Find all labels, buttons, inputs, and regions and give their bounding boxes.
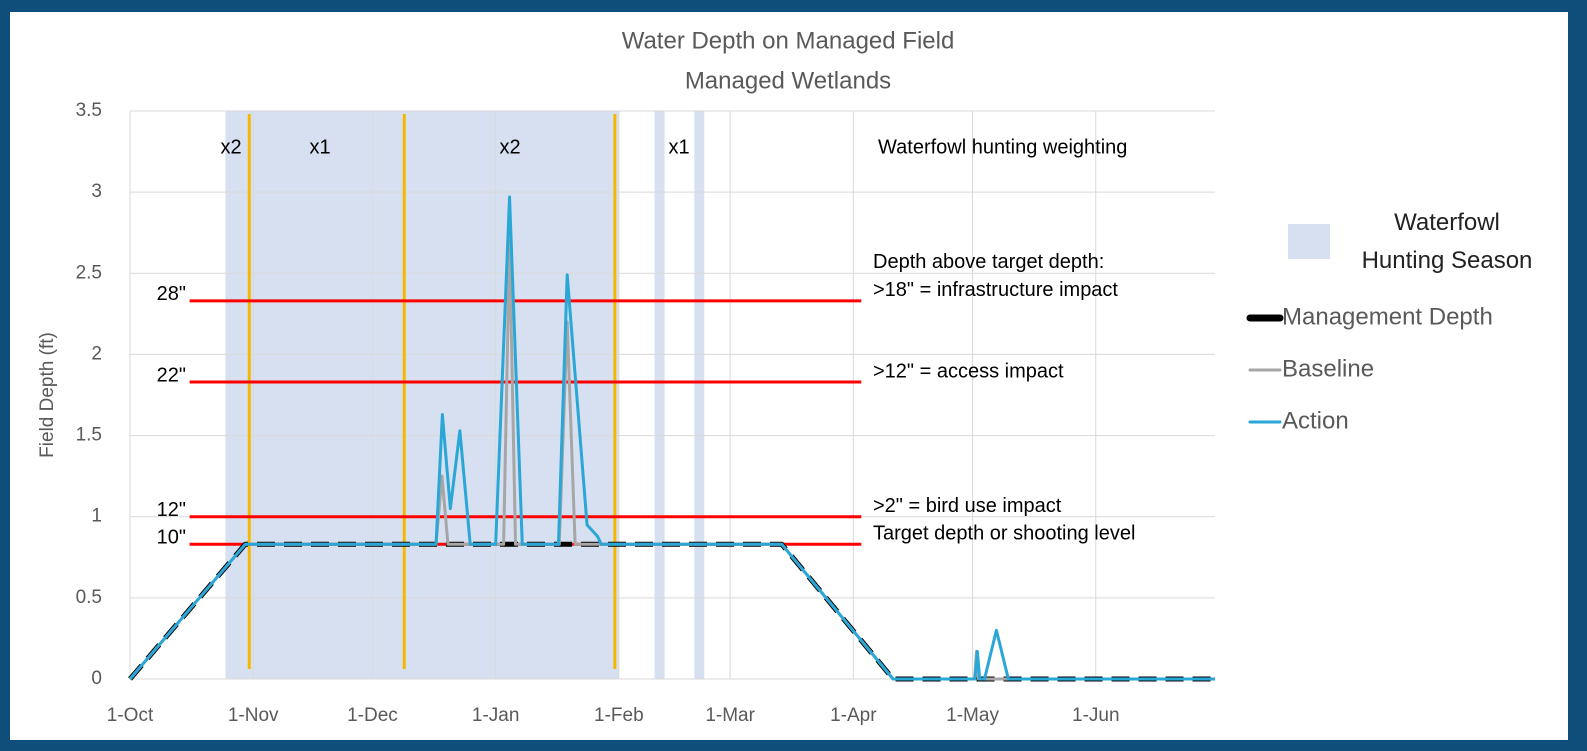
y-tick-label: 3 xyxy=(91,181,102,202)
x-tick-label: 1-Oct xyxy=(107,705,154,726)
y-tick-label: 0.5 xyxy=(76,587,102,608)
season-band xyxy=(654,111,665,679)
y-tick-label: 2 xyxy=(91,343,102,364)
x-tick-label: 1-Mar xyxy=(705,705,755,726)
weighting-label: x1 xyxy=(668,136,689,158)
threshold-note: Depth above target depth: xyxy=(873,251,1104,273)
y-tick-label: 1.5 xyxy=(76,425,102,446)
chart-title: Water Depth on Managed Field xyxy=(622,27,955,54)
y-tick-label: 1 xyxy=(91,506,102,527)
threshold-note: >18" = infrastructure impact xyxy=(873,279,1118,301)
threshold-note: >12" = access impact xyxy=(873,360,1064,382)
threshold-note: >2" = bird use impact xyxy=(873,495,1062,517)
threshold-label: 12" xyxy=(157,499,186,521)
threshold-label: 28" xyxy=(157,283,186,305)
y-tick-label: 0 xyxy=(91,668,102,689)
y-tick-label: 3.5 xyxy=(76,100,102,121)
threshold-label: 10" xyxy=(157,527,186,549)
y-axis-label: Field Depth (ft) xyxy=(37,332,58,458)
x-tick-label: 1-Feb xyxy=(594,705,644,726)
threshold-label: 22" xyxy=(157,364,186,386)
legend-label: Action xyxy=(1282,407,1349,434)
weighting-label: x1 xyxy=(309,136,330,158)
legend-label: Waterfowl Hunting Season xyxy=(1361,209,1533,274)
legend-swatch xyxy=(1288,224,1330,259)
x-tick-label: 1-Dec xyxy=(347,705,398,726)
weighting-label: x2 xyxy=(499,136,520,158)
legend-label: Baseline xyxy=(1282,355,1374,382)
x-tick-label: 1-May xyxy=(946,705,999,726)
y-tick-label: 2.5 xyxy=(76,262,102,283)
x-tick-label: 1-Jun xyxy=(1072,705,1120,726)
weighting-label: x2 xyxy=(220,136,241,158)
chart-subtitle: Managed Wetlands xyxy=(685,67,891,94)
x-tick-label: 1-Nov xyxy=(228,705,279,726)
series-line xyxy=(128,195,1215,681)
season-band xyxy=(694,111,705,679)
x-tick-label: 1-Jan xyxy=(472,705,520,726)
x-tick-label: 1-Apr xyxy=(830,705,877,726)
threshold-note: Target depth or shooting level xyxy=(873,523,1135,545)
weighting-title: Waterfowl hunting weighting xyxy=(878,136,1127,158)
season-band xyxy=(225,111,619,679)
legend-label: Management Depth xyxy=(1282,303,1493,330)
